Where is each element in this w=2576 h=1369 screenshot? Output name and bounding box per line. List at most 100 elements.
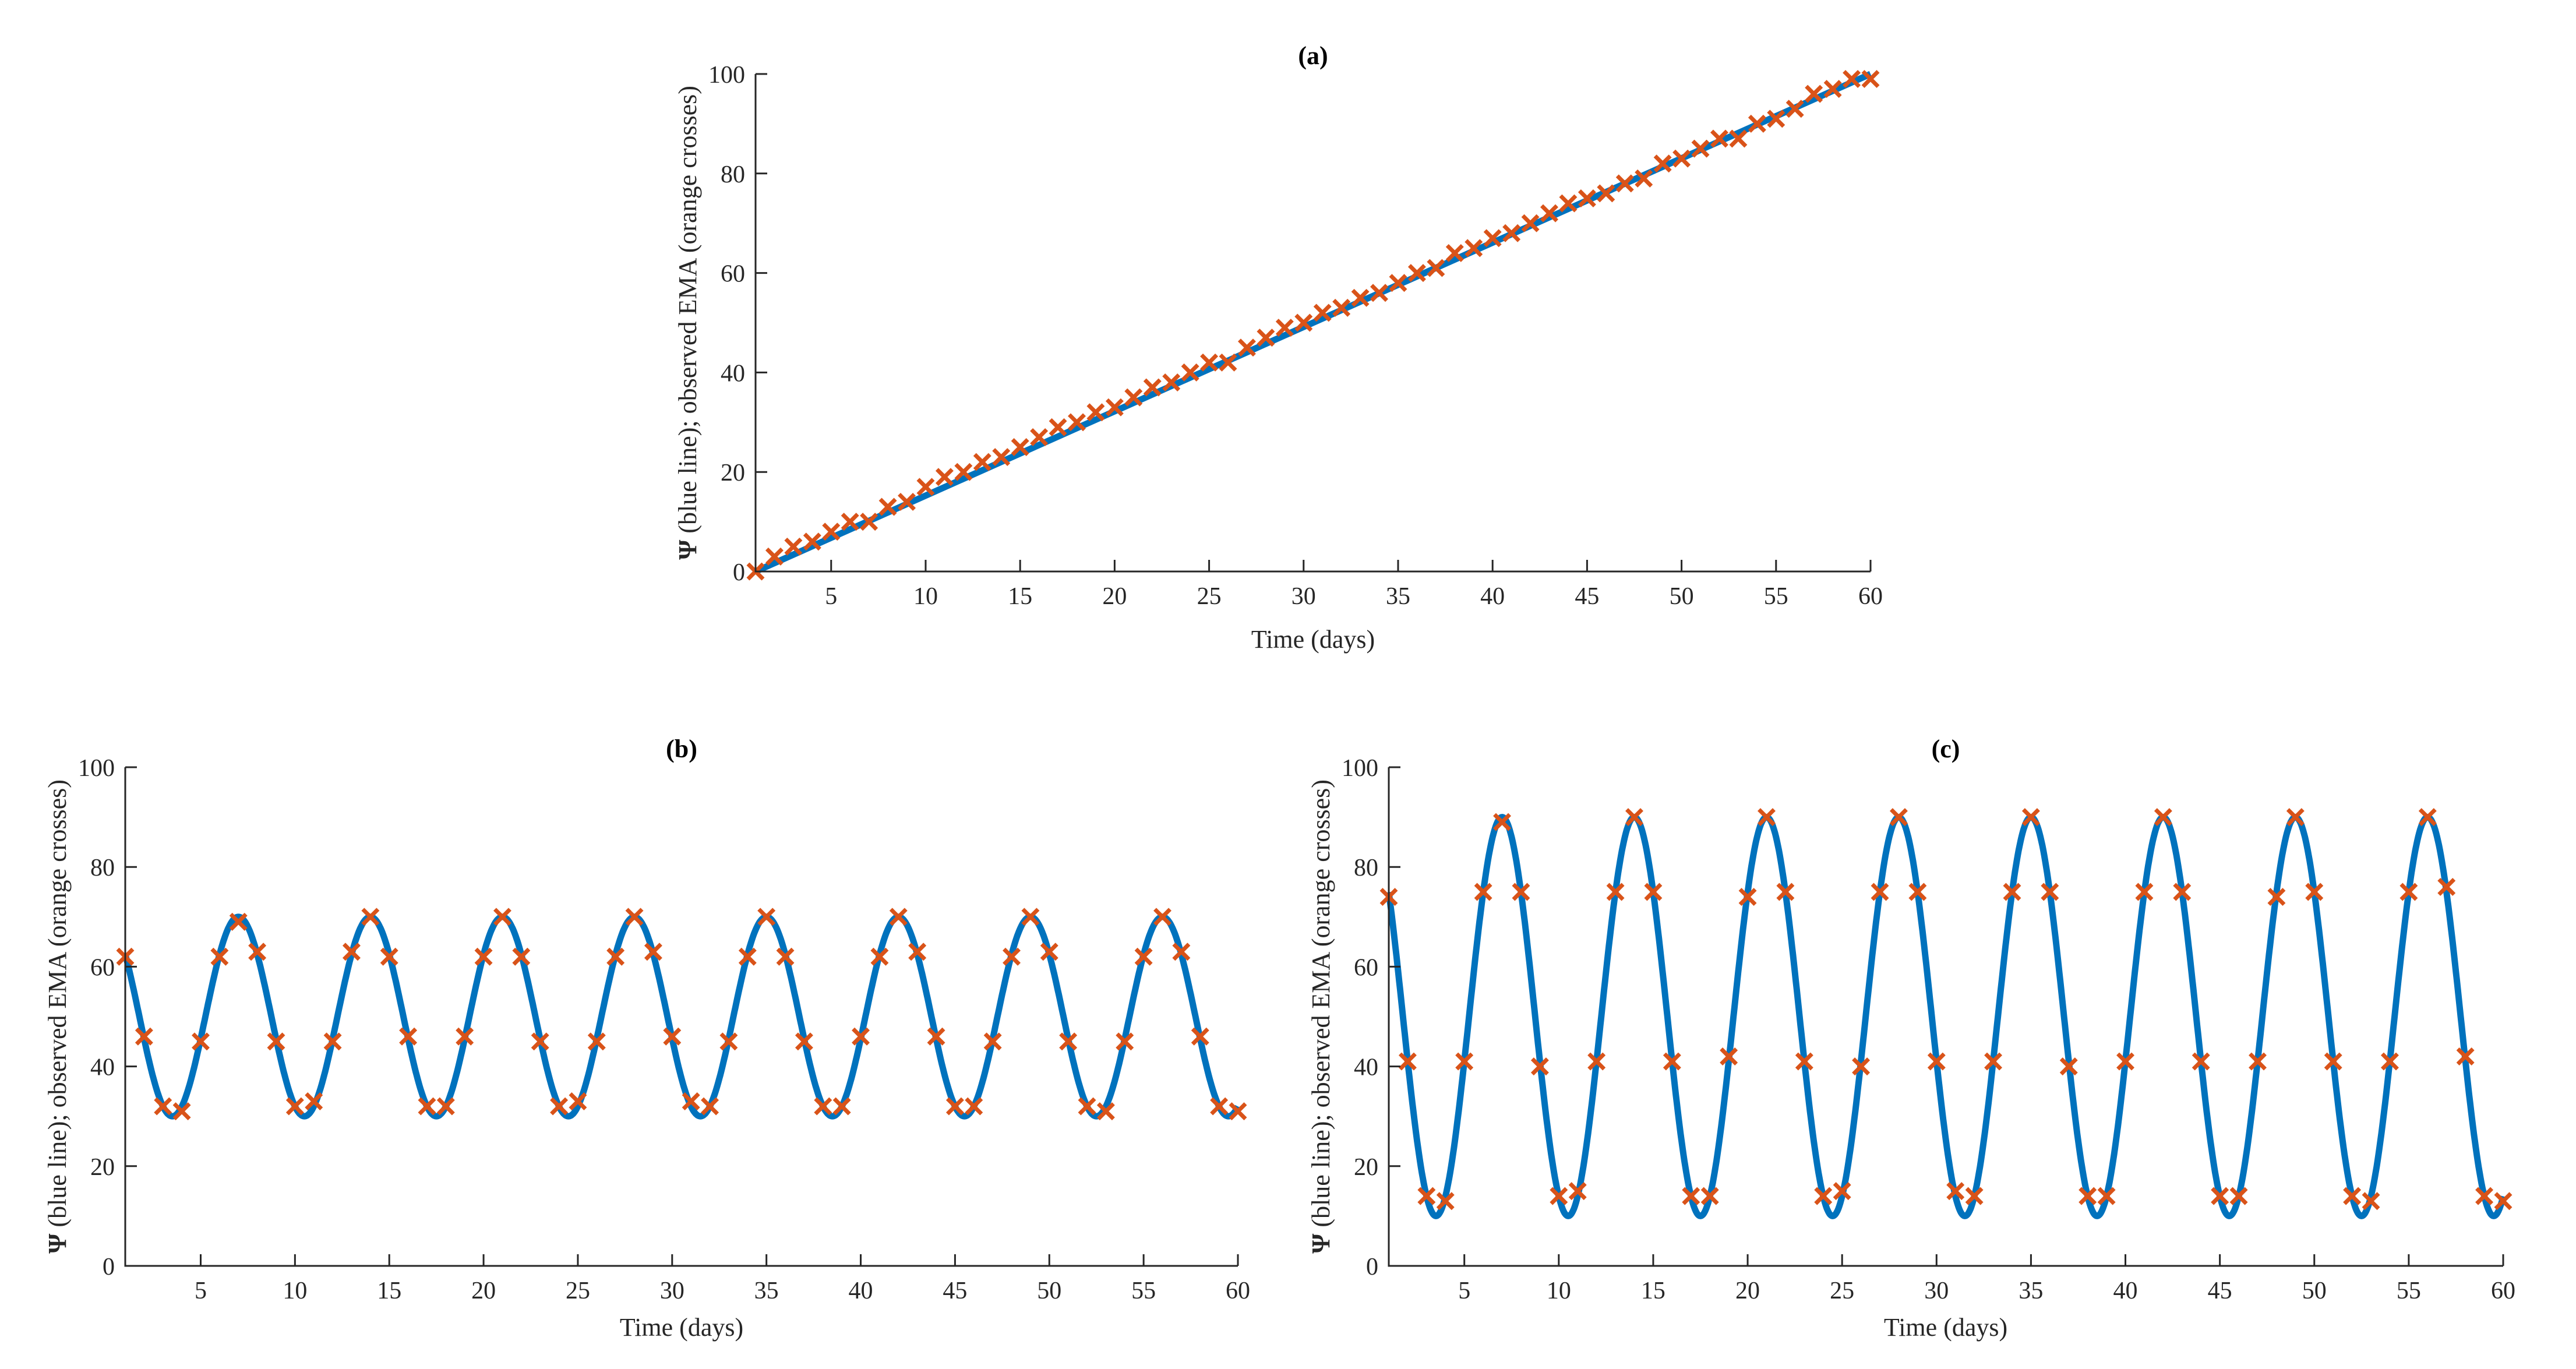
cross-marker	[1086, 403, 1105, 422]
axes: 5 10 15 20 25 30 35 40 45 50 55 60 0 20 40 60 80 100	[78, 755, 1250, 1304]
cross-marker	[1030, 428, 1049, 446]
y-axis-label: Ψ (blue line); observed EMA (orange cros…	[1307, 779, 1335, 1254]
cross-marker	[841, 513, 859, 531]
cross-marker	[1275, 319, 1294, 337]
cross-marker	[1682, 1187, 1700, 1205]
cross-marker	[1210, 1097, 1229, 1116]
y-tick-label: 80	[721, 161, 745, 188]
cross-marker	[625, 908, 644, 926]
cross-marker	[1814, 1187, 1833, 1205]
cross-marker	[738, 947, 757, 966]
ema-markers	[746, 70, 1880, 581]
cross-marker	[229, 912, 248, 931]
x-tick-label: 60	[1226, 1278, 1250, 1304]
cross-marker	[267, 1032, 285, 1051]
cross-marker	[1219, 353, 1237, 372]
cross-marker	[1134, 947, 1153, 966]
x-tick-label: 5	[195, 1278, 207, 1304]
cross-marker	[1257, 329, 1275, 347]
cross-marker	[2135, 883, 2154, 901]
ema-markers	[116, 908, 1247, 1121]
cross-marker	[1407, 264, 1426, 283]
x-axis-label: Time (days)	[1251, 625, 1375, 654]
cross-marker	[1946, 1182, 1965, 1201]
cross-marker	[682, 1092, 700, 1110]
cross-marker	[803, 532, 821, 551]
axes: 5 10 15 20 25 30 35 40 45 50 55 60 0 20 40 60 80 100	[708, 62, 1883, 610]
y-tick-label: 40	[90, 1054, 115, 1081]
x-tick-label: 45	[2208, 1278, 2232, 1304]
cross-marker	[135, 1027, 153, 1046]
x-tick-label: 55	[2397, 1278, 2421, 1304]
cross-marker	[2324, 1052, 2342, 1071]
y-tick-label: 100	[708, 62, 745, 89]
cross-marker	[1294, 313, 1313, 332]
cross-marker	[2305, 883, 2324, 901]
cross-marker	[1427, 259, 1445, 277]
cross-marker	[776, 947, 795, 966]
cross-marker	[1068, 413, 1086, 432]
cross-marker	[569, 1092, 587, 1110]
cross-marker	[2343, 1187, 2362, 1205]
x-tick-label: 35	[754, 1278, 779, 1304]
cross-marker	[1672, 149, 1691, 168]
plot-area: 5 10 15 20 25 30 35 40 45 50 55 60 0 20 40 60 80 100	[78, 755, 1250, 1304]
cross-marker	[1587, 1052, 1606, 1071]
cross-marker	[1823, 80, 1842, 98]
cross-marker	[587, 1032, 606, 1051]
cross-marker	[954, 463, 973, 481]
cross-marker	[1162, 373, 1181, 391]
x-tick-label: 30	[1291, 583, 1316, 610]
cross-marker	[2211, 1187, 2229, 1205]
cross-marker	[945, 1097, 964, 1116]
cross-marker	[1691, 139, 1710, 158]
cross-marker	[418, 1097, 436, 1116]
cross-marker	[1417, 1187, 1436, 1205]
cross-marker	[1003, 947, 1021, 966]
x-tick-label: 45	[1575, 583, 1599, 610]
cross-marker	[878, 498, 897, 516]
y-tick-label: 60	[1354, 954, 1378, 981]
cross-marker	[870, 947, 889, 966]
panel-a: (a) 5 10 15 20 25 30 35 40 45 50 55 60020406080100 …	[673, 41, 1883, 654]
cross-marker	[1465, 239, 1483, 257]
cross-marker	[1078, 1097, 1096, 1116]
cross-marker	[512, 947, 531, 966]
cross-marker	[1096, 1102, 1115, 1121]
cross-marker	[1530, 1057, 1549, 1076]
cross-marker	[1644, 883, 1663, 901]
cross-marker	[1313, 304, 1332, 322]
cross-marker	[2192, 1052, 2210, 1071]
cross-marker	[1502, 224, 1521, 242]
cross-marker	[935, 468, 954, 486]
cross-marker	[2456, 1047, 2475, 1065]
cross-marker	[1105, 398, 1124, 417]
x-tick-label: 25	[1830, 1278, 1854, 1304]
x-tick-label: 60	[1858, 583, 1883, 610]
x-tick-label: 15	[1008, 583, 1032, 610]
cross-marker	[2267, 888, 2286, 906]
cross-marker	[1748, 114, 1766, 133]
cross-marker	[2116, 1052, 2135, 1071]
x-tick-label: 15	[377, 1278, 401, 1304]
cross-marker	[1908, 883, 1927, 901]
cross-marker	[1011, 438, 1029, 456]
cross-marker	[474, 947, 493, 966]
cross-marker	[1512, 883, 1530, 901]
cross-marker	[1332, 298, 1351, 317]
cross-marker	[1351, 288, 1370, 307]
cross-marker	[898, 492, 916, 511]
cross-marker	[1776, 883, 1795, 901]
cross-marker	[1540, 204, 1558, 223]
x-tick-label: 10	[283, 1278, 307, 1304]
cross-marker	[1871, 883, 1889, 901]
cross-marker	[1597, 184, 1615, 203]
cross-marker	[1049, 418, 1067, 436]
y-axis-label: Ψ (blue line); observed EMA (orange cros…	[43, 779, 72, 1254]
y-tick-label: 20	[721, 460, 745, 486]
cross-marker	[1172, 943, 1191, 961]
cross-marker	[1861, 70, 1880, 89]
axes: 5 10 15 20 25 30 35 40 45 50 55 60 0 20 40 60 80 100	[1342, 755, 2515, 1304]
